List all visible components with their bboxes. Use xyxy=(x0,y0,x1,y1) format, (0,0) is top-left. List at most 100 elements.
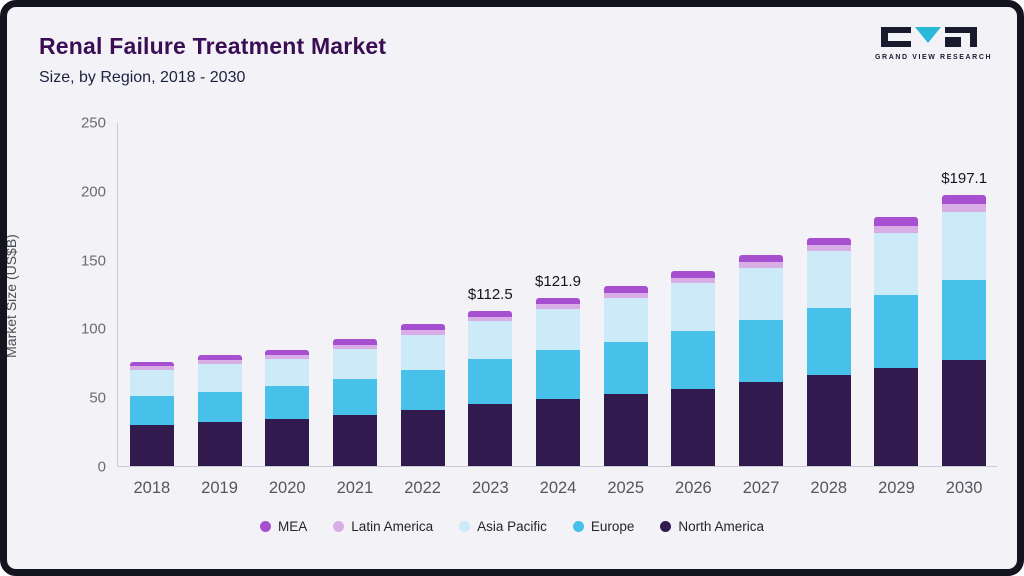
bar-segment-mea xyxy=(400,324,445,331)
legend-item-north-america: North America xyxy=(660,519,764,534)
bar-segment-mea xyxy=(806,237,851,246)
bar-segment-mea xyxy=(942,194,987,205)
y-tick-label: 200 xyxy=(80,183,106,201)
bar-segment-asia-pacific xyxy=(603,298,648,343)
bar-segment-latin-america xyxy=(671,277,716,283)
bar-segment-mea xyxy=(332,339,377,345)
bar-segment-north-america xyxy=(332,415,377,466)
bar-segment-asia-pacific xyxy=(671,283,716,332)
x-axis-label: 2018 xyxy=(133,479,171,497)
x-axis-label: 2027 xyxy=(742,479,780,497)
gvr-logo-icon xyxy=(881,27,977,47)
bar-segment-europe xyxy=(806,307,851,376)
bar-segment-asia-pacific xyxy=(400,335,445,370)
bar-segment-mea xyxy=(468,311,513,317)
x-axis-label: 2022 xyxy=(404,479,441,497)
x-axis-label: 2030 xyxy=(945,479,983,497)
plot-area: 0 50 100 150 200 250 2018 2019 2020 2021 2022 2023 $… xyxy=(81,115,997,497)
y-tick-label: 100 xyxy=(80,320,106,338)
x-axis-label: 2029 xyxy=(878,479,915,497)
bar-segment-mea xyxy=(603,285,648,293)
y-tick-label: 150 xyxy=(80,252,106,270)
x-axis-label: 2026 xyxy=(675,479,712,497)
bar-segment-mea xyxy=(739,255,784,263)
bar-segment-asia-pacific xyxy=(265,358,310,387)
bar-segment-latin-america xyxy=(400,330,445,336)
logo-text: GRAND VIEW RESEARCH xyxy=(875,54,993,61)
bar-segment-north-america xyxy=(806,375,851,466)
bar-segment-north-america xyxy=(942,360,987,466)
legend-label: North America xyxy=(678,519,764,534)
bar-segment-asia-pacific xyxy=(874,233,919,296)
bar-segment-north-america xyxy=(671,388,716,466)
legend-label: Asia Pacific xyxy=(477,519,547,534)
chart-legend: MEA Latin America Asia Pacific Europe North … xyxy=(7,519,1017,534)
bar-segment-asia-pacific xyxy=(739,267,784,321)
x-axis-label: 2024 xyxy=(539,479,577,497)
bar-segment-mea xyxy=(129,362,174,367)
x-axis-label: 2021 xyxy=(336,479,374,497)
bar-segment-asia-pacific xyxy=(806,251,851,308)
bar-segment-north-america xyxy=(536,398,580,466)
page-title: Renal Failure Treatment Market xyxy=(39,33,387,59)
bar-segment-mea xyxy=(874,216,919,226)
bar-segment-latin-america xyxy=(129,366,174,370)
bar-segment-europe xyxy=(942,280,987,361)
bar-segment-latin-america xyxy=(874,225,919,234)
bar-segment-asia-pacific xyxy=(468,320,513,359)
bar-segment-europe xyxy=(197,391,242,422)
bar-segment-asia-pacific xyxy=(942,212,987,281)
bar-segment-europe xyxy=(265,386,310,420)
bar-segment-europe xyxy=(400,369,445,410)
bar-segment-north-america xyxy=(874,368,919,466)
legend-label: MEA xyxy=(278,519,308,534)
bar-segment-europe xyxy=(536,350,580,399)
x-axis-label: 2025 xyxy=(607,479,645,497)
value-annotation: $112.5 xyxy=(467,286,513,304)
bar-segment-north-america xyxy=(265,419,310,466)
bar-segment-latin-america xyxy=(332,344,377,350)
bar-segment-latin-america xyxy=(806,245,851,252)
bar-segment-latin-america xyxy=(536,303,580,310)
legend-swatch-icon xyxy=(459,521,471,532)
legend-item-mea: MEA xyxy=(260,519,307,534)
bar-segment-north-america xyxy=(129,424,174,466)
legend-swatch-icon xyxy=(572,521,584,532)
legend-swatch-icon xyxy=(260,521,272,532)
bar-segment-asia-pacific xyxy=(129,369,174,396)
value-annotation: $121.9 xyxy=(535,273,581,291)
x-axis-label: 2019 xyxy=(201,479,238,497)
bar-segment-asia-pacific xyxy=(536,309,580,351)
page-subtitle: Size, by Region, 2018 - 2030 xyxy=(39,69,246,86)
legend-label: Europe xyxy=(590,519,635,534)
bar-segment-mea xyxy=(536,298,580,304)
grand-view-research-logo: GRAND VIEW RESEARCH xyxy=(875,27,993,61)
bar-segment-europe xyxy=(874,295,919,369)
value-annotation: $197.1 xyxy=(941,169,988,187)
legend-swatch-icon xyxy=(660,521,672,532)
bar-segment-latin-america xyxy=(603,292,648,299)
legend-swatch-icon xyxy=(333,521,345,532)
y-axis-title: Market Size (US$B) xyxy=(3,234,19,358)
bar-segment-latin-america xyxy=(197,360,242,365)
y-tick-label: 0 xyxy=(97,458,106,476)
bar-segment-europe xyxy=(603,342,648,395)
bar-segment-north-america xyxy=(739,382,784,466)
bar-segment-mea xyxy=(265,350,310,356)
bar-segment-asia-pacific xyxy=(332,349,377,380)
bar-segment-latin-america xyxy=(739,262,784,268)
y-tick-label: 50 xyxy=(89,389,106,407)
y-tick-label: 250 xyxy=(80,114,106,132)
bar-segment-north-america xyxy=(400,409,445,466)
bar-segment-north-america xyxy=(197,421,242,466)
bar-segment-north-america xyxy=(603,394,648,466)
x-axis-label: 2028 xyxy=(810,479,848,497)
bar-segment-europe xyxy=(739,320,784,383)
bar-segment-europe xyxy=(129,395,174,425)
bar-segment-latin-america xyxy=(468,316,513,321)
bar-segment-north-america xyxy=(468,404,513,466)
legend-item-europe: Europe xyxy=(572,519,635,534)
bar-segment-latin-america xyxy=(265,355,310,359)
bar-segment-latin-america xyxy=(942,204,987,213)
